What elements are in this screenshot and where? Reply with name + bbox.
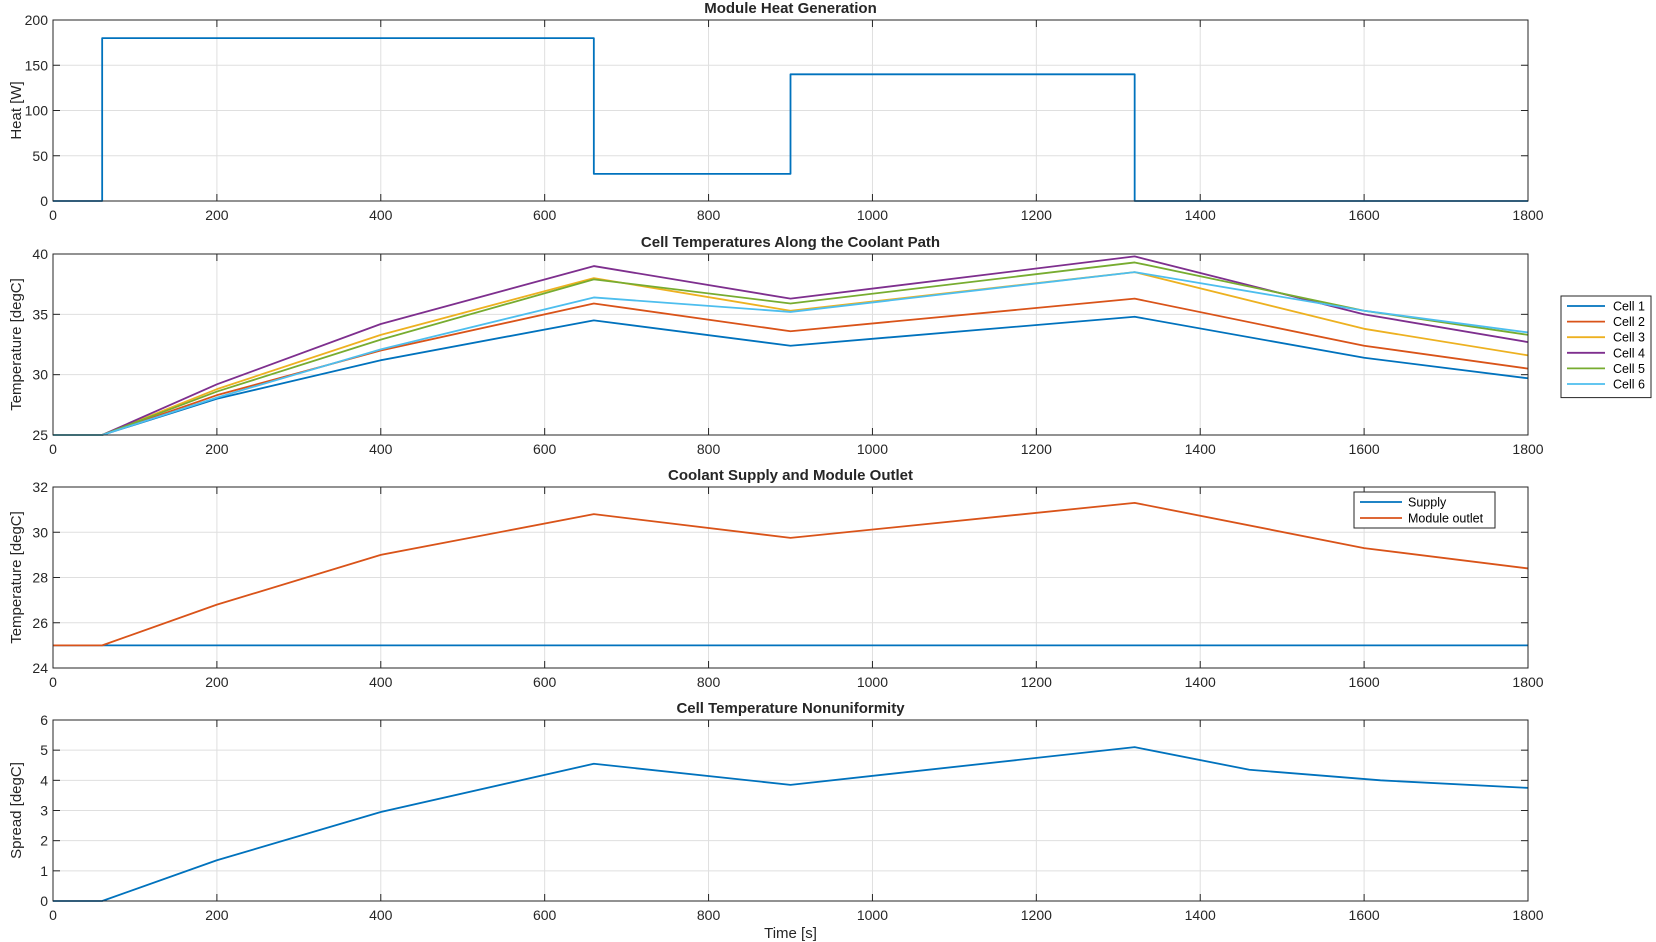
y-tick-label: 5 [40,742,48,758]
legend-label: Cell 2 [1613,315,1645,329]
y-tick-label: 30 [32,367,48,383]
legend-label: Module outlet [1408,512,1484,526]
chart-panel-2: 0 200 400 600 800 1000 1200 1400 1600 1800 25 30 35 4… [8,234,1652,457]
y-tick-label: 24 [32,660,48,676]
x-tick-label: 400 [369,907,393,923]
chart-title: Module Heat Generation [704,0,877,17]
x-tick-label: 600 [533,674,557,690]
x-tick-label: 600 [533,441,557,457]
x-tick-label: 1400 [1185,674,1216,690]
y-tick-label: 3 [40,803,48,819]
x-tick-label: 1400 [1185,207,1216,223]
x-tick-label: 0 [49,441,57,457]
axes-box [52,253,1529,436]
x-tick-label: 1800 [1512,441,1543,457]
x-tick-label: 1200 [1021,907,1052,923]
y-tick-label: 32 [32,479,48,495]
y-tick-label: 1 [40,863,48,879]
x-tick-label: 1200 [1021,207,1052,223]
legend-label: Cell 5 [1613,362,1645,376]
x-tick-label: 1600 [1349,441,1380,457]
x-tick-label: 1000 [857,674,888,690]
series-line-1 [53,746,1529,902]
y-tick-label: 26 [32,615,48,631]
chart-title: Cell Temperature Nonuniformity [676,700,905,717]
y-tick-label: 40 [32,246,48,262]
y-tick-label: 50 [32,148,48,164]
series-line-2 [53,297,1529,436]
chart-panel-1: 0 200 400 600 800 1000 1200 1400 1600 1800 0 50 100 1… [8,0,1544,223]
chart-title: Cell Temperatures Along the Coolant Path [641,234,940,251]
x-tick-label: 1000 [857,907,888,923]
x-tick-label: 1600 [1349,674,1380,690]
y-tick-label: 25 [32,427,48,443]
axes-box [52,719,1529,902]
x-tick-label: 1200 [1021,674,1052,690]
series-line-3 [53,271,1529,436]
x-tick-label: 400 [369,207,393,223]
legend-label: Supply [1408,496,1447,510]
series-line-2 [53,501,1529,647]
legend-label: Cell 3 [1613,331,1645,345]
y-tick-label: 2 [40,833,48,849]
y-tick-label: 28 [32,570,48,586]
x-tick-label: 1800 [1512,907,1543,923]
x-tick-label: 0 [49,907,57,923]
y-tick-label: 100 [25,103,49,119]
x-tick-label: 1400 [1185,441,1216,457]
x-tick-label: 600 [533,207,557,223]
x-axis-label: Time [s] [764,925,817,942]
y-axis-label: Temperature [degC] [8,278,25,411]
axes-box [52,486,1529,669]
y-tick-label: 4 [40,772,48,788]
x-tick-label: 400 [369,441,393,457]
x-tick-label: 200 [205,207,229,223]
y-tick-label: 0 [40,193,48,209]
y-tick-label: 200 [25,12,49,28]
y-tick-label: 6 [40,712,48,728]
x-tick-label: 1000 [857,207,888,223]
x-tick-label: 600 [533,907,557,923]
chart-panel-3: 0 200 400 600 800 1000 1200 1400 1600 1800 24 26 28 3… [8,467,1544,690]
legend-label: Cell 1 [1613,300,1645,314]
x-tick-label: 200 [205,674,229,690]
x-tick-label: 1800 [1512,207,1543,223]
legend-box [1560,295,1652,399]
series-line-5 [53,261,1529,436]
series-line-1 [53,37,1528,202]
y-tick-label: 30 [32,524,48,540]
legend-label: Cell 6 [1613,378,1645,392]
x-tick-label: 1600 [1349,907,1380,923]
x-tick-label: 800 [697,674,721,690]
x-tick-label: 800 [697,441,721,457]
y-tick-label: 35 [32,306,48,322]
x-tick-label: 200 [205,441,229,457]
x-tick-label: 1600 [1349,207,1380,223]
x-tick-label: 1400 [1185,907,1216,923]
series-line-6 [53,271,1529,436]
y-tick-label: 150 [25,57,49,73]
x-tick-label: 400 [369,674,393,690]
chart-panel-4: 0 200 400 600 800 1000 1200 1400 1600 1800 0 1 2 3 4 5 6… [8,700,1544,942]
x-tick-label: 0 [49,207,57,223]
x-tick-label: 0 [49,674,57,690]
y-axis-label: Spread [degC] [8,762,25,859]
x-tick-label: 800 [697,207,721,223]
y-tick-label: 0 [40,893,48,909]
y-axis-label: Heat [W] [8,81,25,139]
x-tick-label: 800 [697,907,721,923]
x-tick-label: 200 [205,907,229,923]
legend-box [1353,491,1496,529]
chart-title: Coolant Supply and Module Outlet [668,467,913,484]
axes-box [52,19,1529,202]
x-tick-label: 1800 [1512,674,1543,690]
y-axis-label: Temperature [degC] [8,511,25,644]
legend-label: Cell 4 [1613,346,1645,360]
x-tick-label: 1200 [1021,441,1052,457]
x-tick-label: 1000 [857,441,888,457]
